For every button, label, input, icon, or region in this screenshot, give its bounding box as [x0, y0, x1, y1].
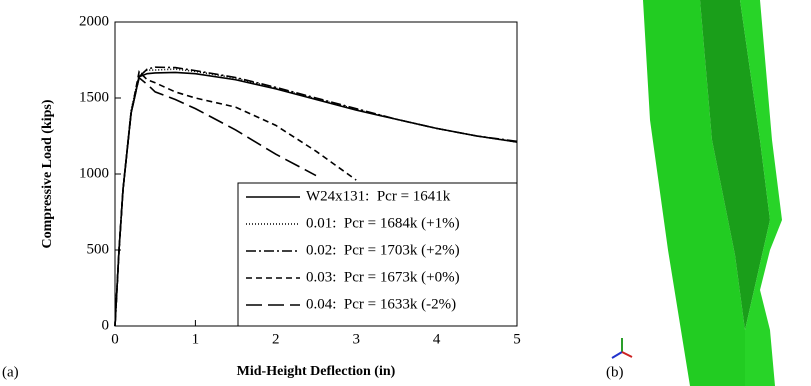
legend-label: 0.03: Pcr = 1673k (+0%)	[306, 269, 460, 285]
y-tick-label: 500	[87, 241, 110, 257]
axis-triad	[622, 352, 632, 357]
y-tick-label: 2000	[79, 13, 109, 29]
axis-triad	[612, 352, 622, 358]
legend-label: 0.04: Pcr = 1633k (-2%)	[306, 296, 456, 312]
x-tick-label: 4	[433, 331, 441, 347]
column-render	[612, 0, 782, 386]
panel-label: (a)	[2, 364, 19, 380]
x-tick-label: 2	[272, 331, 280, 347]
legend-label: 0.01: Pcr = 1684k (+1%)	[306, 215, 460, 231]
x-tick-label: 0	[111, 331, 119, 347]
legend-label: W24x131: Pcr = 1641k	[306, 188, 451, 204]
y-tick-label: 1000	[79, 165, 109, 181]
x-axis-label: Mid-Height Deflection (in)	[237, 364, 396, 379]
legend-label: 0.02: Pcr = 1703k (+2%)	[306, 242, 460, 258]
y-tick-label: 0	[102, 317, 110, 333]
x-tick-label: 3	[352, 331, 360, 347]
figure: Mid-Height Deflection (in) Compressive L…	[0, 0, 811, 386]
y-tick-label: 1500	[79, 89, 109, 105]
panel-label: (b)	[606, 364, 624, 380]
x-tick-label: 1	[192, 331, 200, 347]
y-axis-label: Compressive Load (kips)	[40, 99, 55, 248]
page: Mid-Height Deflection (in) Compressive L…	[0, 0, 811, 386]
x-tick-label: 5	[513, 331, 521, 347]
